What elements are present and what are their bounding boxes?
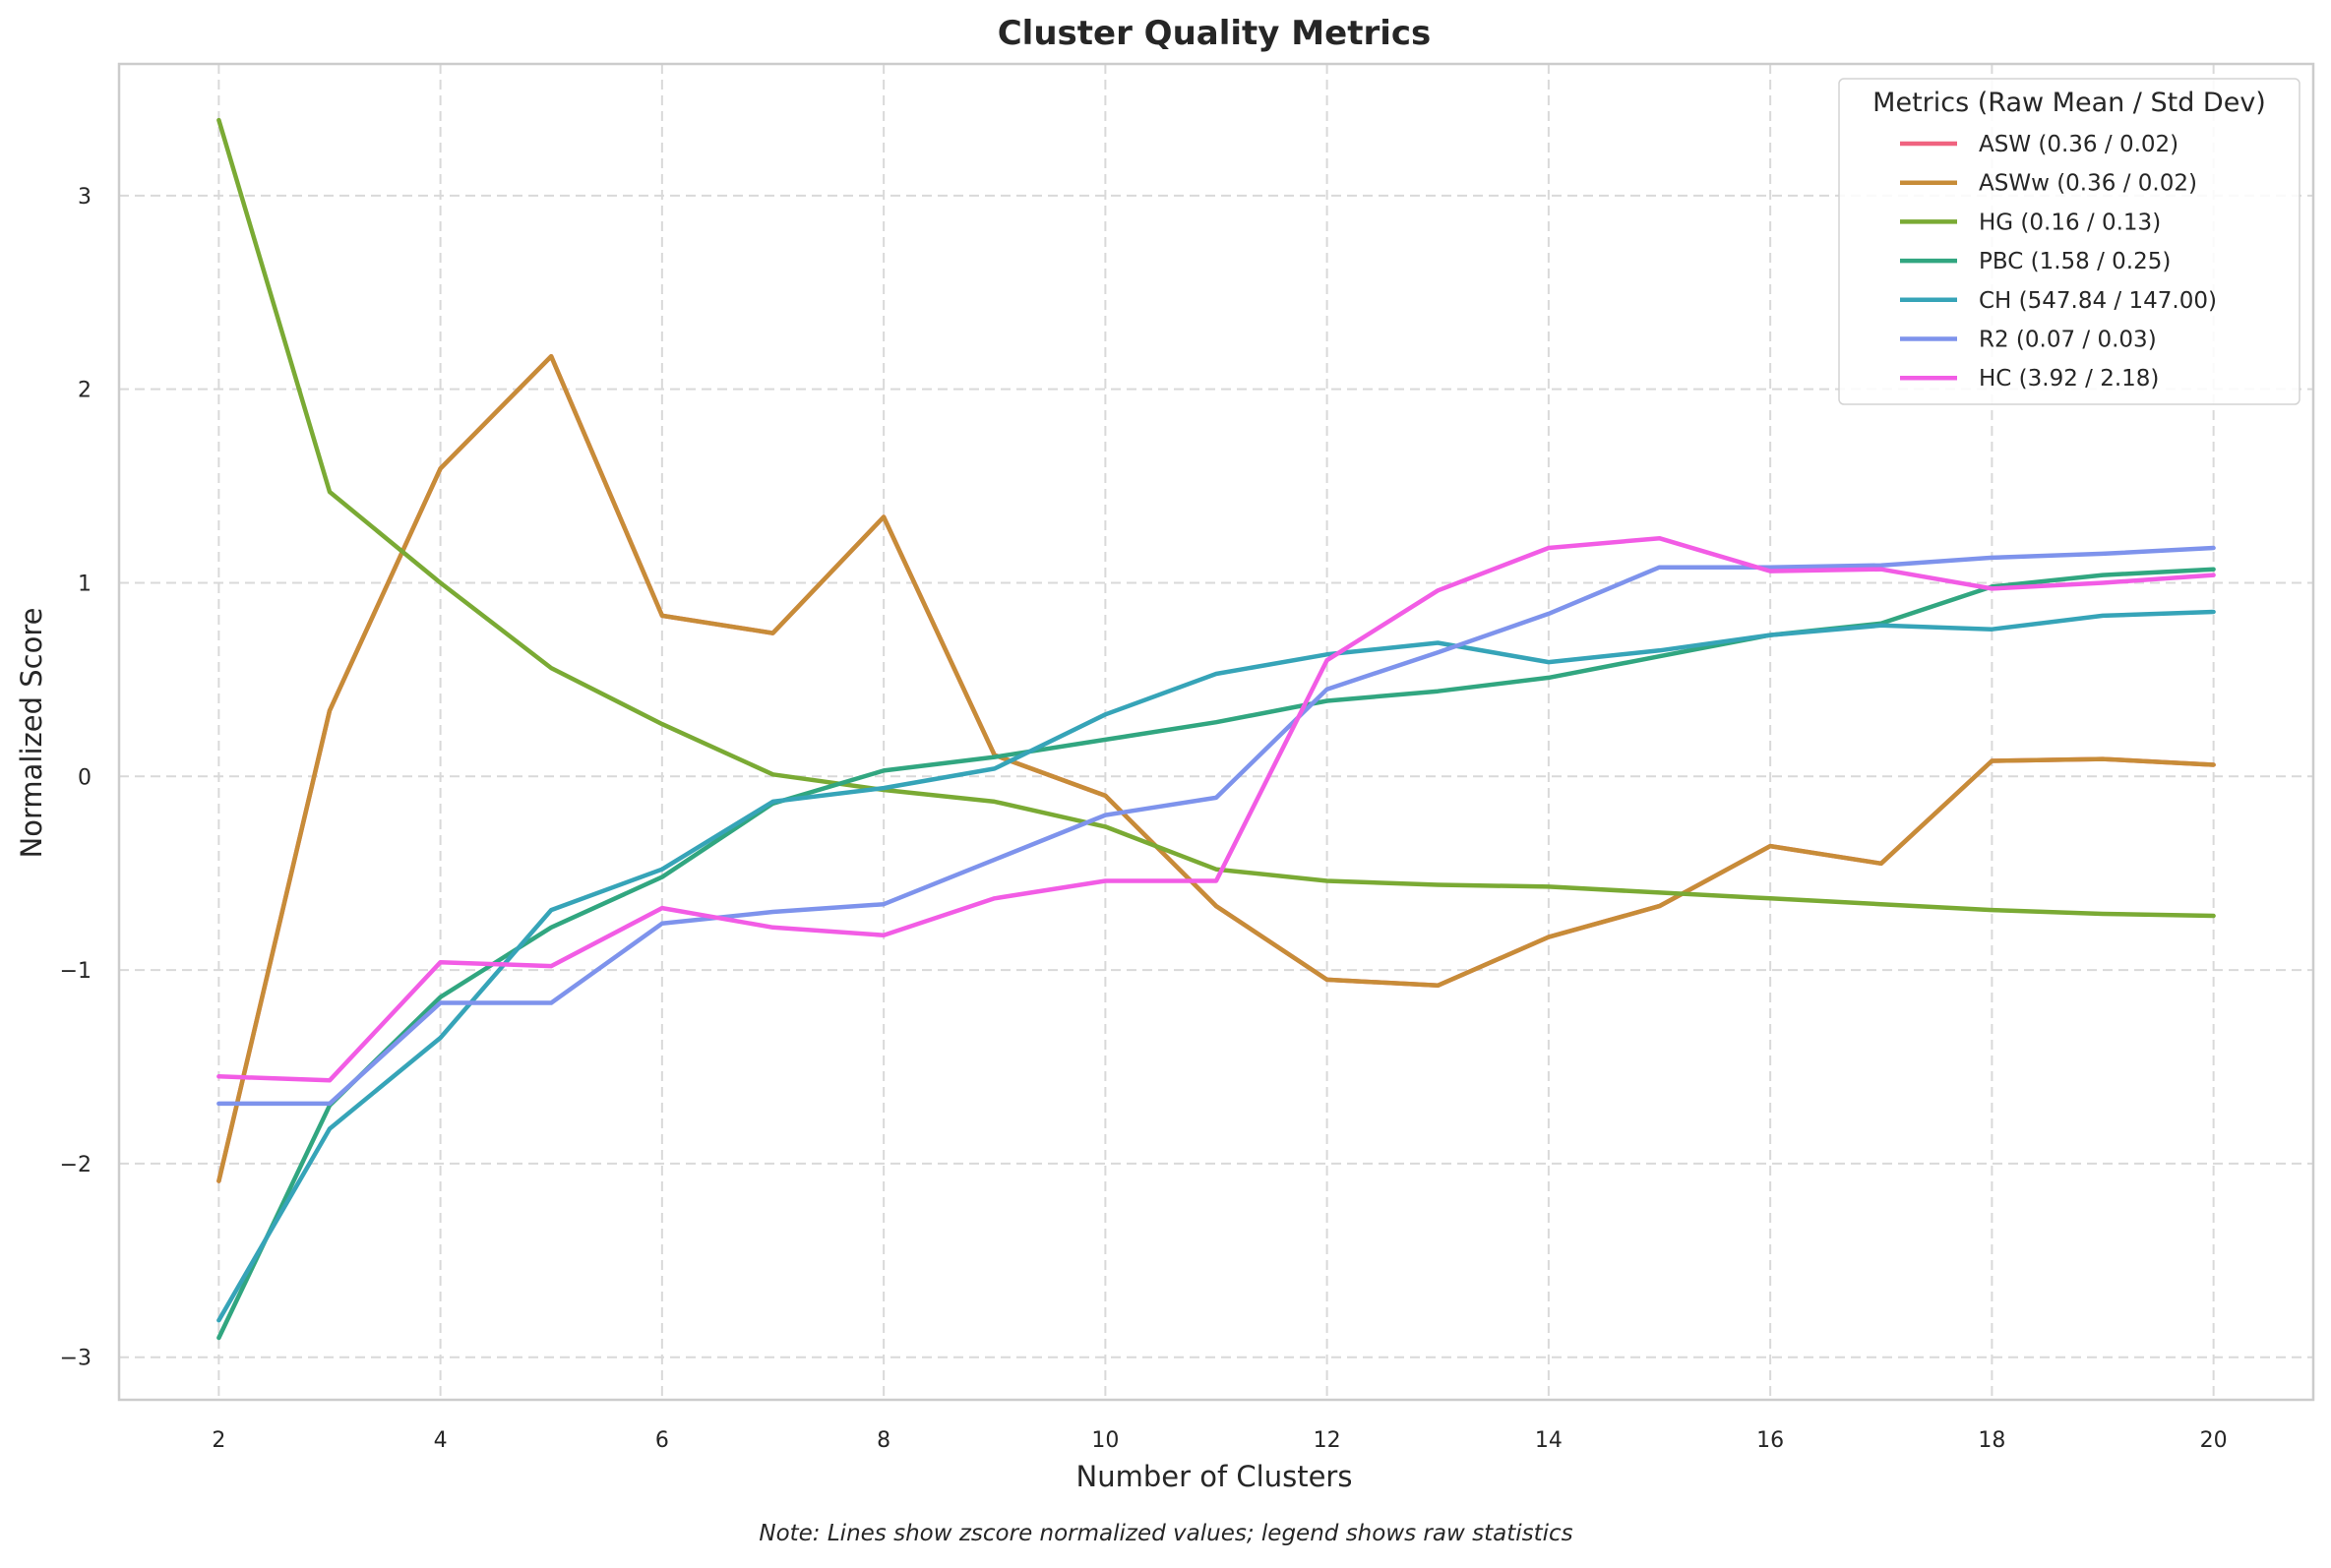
x-tick-label: 16	[1756, 1428, 1784, 1453]
y-tick-label: 1	[78, 572, 92, 596]
legend-box	[1838, 78, 2300, 405]
series-line-2	[216, 117, 2216, 919]
y-tick-label: −3	[60, 1347, 92, 1371]
y-tick-label: 0	[78, 765, 92, 790]
legend-label: ASWw (0.36 / 0.02)	[1979, 171, 2197, 197]
chart-title: Cluster Quality Metrics	[998, 14, 1432, 53]
chart-note: Note: Lines show zscore normalized value…	[759, 1521, 1572, 1546]
x-tick-label: 18	[1978, 1428, 2005, 1453]
series-line-5	[216, 545, 2216, 1107]
x-tick-label: 2	[212, 1428, 225, 1453]
series-line-4	[216, 609, 2216, 1323]
legend-label: PBC (1.58 / 0.25)	[1979, 249, 2171, 274]
x-axis-label: Number of Clusters	[1076, 1460, 1353, 1493]
y-tick-label: −1	[60, 959, 92, 984]
y-tick-label: 2	[78, 379, 92, 403]
series-lines	[216, 117, 2216, 1341]
legend-label: CH (547.84 / 147.00)	[1979, 288, 2217, 314]
x-tick-label: 6	[655, 1428, 669, 1453]
x-tick-label: 20	[2200, 1428, 2228, 1453]
legend: Metrics (Raw Mean / Std Dev) ASW (0.36 /…	[1838, 78, 2300, 405]
y-axis-label: Normalized Score	[15, 608, 48, 859]
x-tick-label: 4	[434, 1428, 448, 1453]
x-ticks: 2 4 6 8 10 12 14 16 18 20	[212, 1428, 2227, 1453]
legend-label: ASW (0.36 / 0.02)	[1979, 132, 2178, 157]
legend-label: HG (0.16 / 0.13)	[1979, 210, 2161, 235]
series-line-6	[216, 535, 2216, 1083]
y-ticks: −3 −2 −1 0 1 2 3	[60, 185, 92, 1371]
series-line-1	[216, 353, 2216, 1183]
x-tick-label: 12	[1314, 1428, 1341, 1453]
legend-label: HC (3.92 / 2.18)	[1979, 366, 2159, 392]
x-tick-label: 10	[1091, 1428, 1119, 1453]
y-tick-label: −2	[60, 1153, 92, 1177]
x-tick-label: 8	[877, 1428, 890, 1453]
legend-title: Metrics (Raw Mean / Std Dev)	[1872, 88, 2266, 118]
y-tick-label: 3	[78, 185, 92, 210]
plot-frame	[117, 62, 2315, 1402]
legend-label: R2 (0.07 / 0.03)	[1979, 328, 2157, 353]
x-tick-label: 14	[1535, 1428, 1563, 1453]
